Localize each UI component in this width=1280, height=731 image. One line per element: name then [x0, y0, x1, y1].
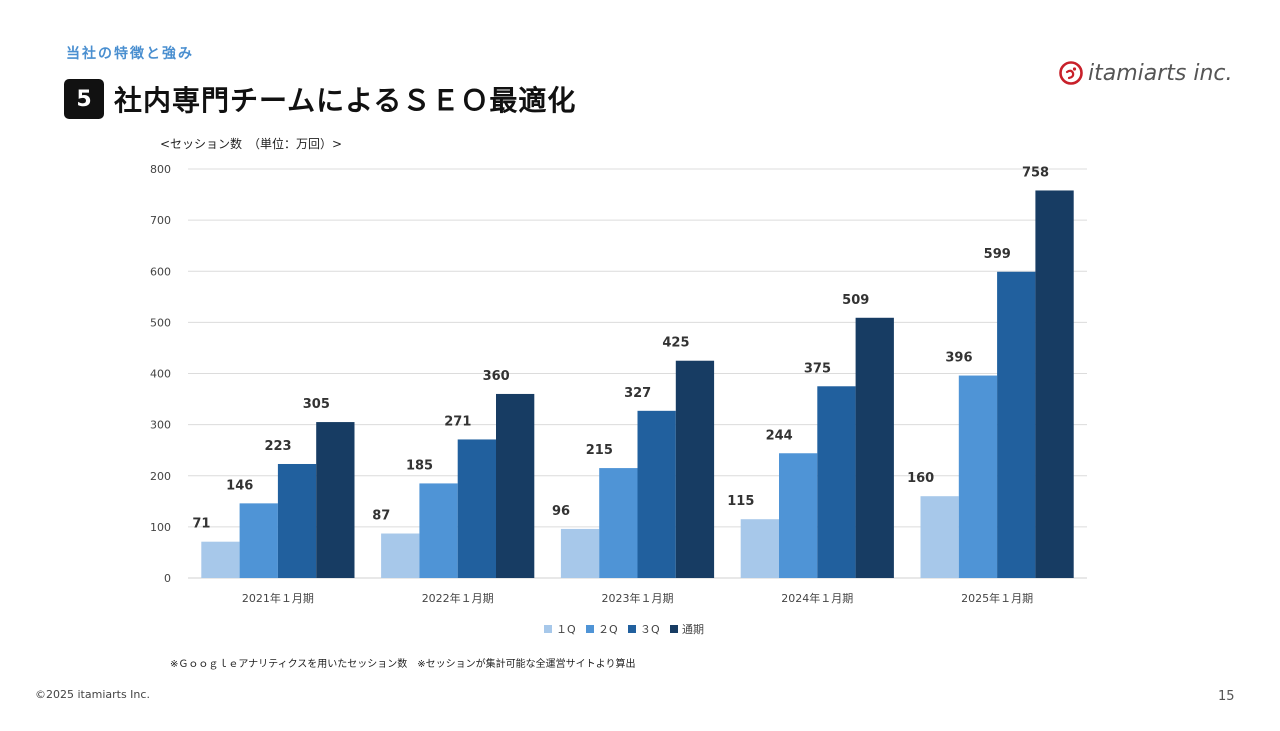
data-label: 271 [444, 414, 471, 429]
data-label: 160 [907, 471, 934, 486]
data-label: 360 [483, 369, 510, 384]
data-label: 599 [984, 247, 1011, 262]
bar [316, 422, 355, 578]
title-row: 5 社内専門チームによるＳＥＯ最適化 [64, 79, 576, 119]
data-label: 375 [804, 361, 831, 376]
bar [855, 317, 894, 578]
x-tick-label: 2021年１月期 [242, 591, 314, 605]
y-tick-label: 200 [150, 470, 171, 483]
legend-label: ２Q [598, 623, 618, 636]
bar [920, 496, 959, 578]
data-label: 185 [406, 458, 433, 473]
unit-label: <セッション数 （単位：万回）> [160, 137, 343, 151]
section-number-badge: 5 [64, 79, 104, 119]
data-label: 305 [303, 397, 330, 412]
logo-text: itamiarts inc. [1088, 60, 1233, 86]
y-tick-label: 800 [150, 163, 171, 176]
data-label: 96 [552, 504, 570, 519]
data-label: 115 [727, 494, 754, 509]
data-label: 758 [1022, 165, 1049, 180]
bar [496, 393, 535, 578]
y-tick-label: 400 [150, 368, 171, 381]
bar [958, 375, 998, 578]
y-tick-label: 0 [164, 572, 171, 585]
data-label: 223 [264, 439, 291, 454]
bar [675, 360, 715, 578]
legend-label: 通期 [682, 623, 704, 636]
section-label: 当社の特徴と強み [66, 46, 194, 62]
data-label: 509 [842, 293, 869, 308]
bar [239, 503, 278, 578]
legend-swatch [544, 625, 552, 633]
bar [740, 519, 779, 578]
bar [1035, 190, 1074, 578]
footnote: ※Ｇｏｏｇｌｅアナリティクスを用いたセッション数 ※セッションが集計可能な全運営… [170, 659, 636, 670]
bar [201, 541, 240, 578]
page-number: 15 [1218, 689, 1235, 704]
bar [419, 483, 458, 578]
data-label: 215 [586, 443, 613, 458]
legend-swatch [670, 625, 678, 633]
company-logo: itamiarts inc. [1058, 60, 1233, 86]
x-tick-label: 2023年１月期 [602, 591, 674, 605]
data-label: 327 [624, 386, 651, 401]
data-label: 87 [372, 509, 390, 524]
x-tick-label: 2025年１月期 [961, 591, 1033, 605]
copyright: ©2025 itamiarts Inc. [35, 688, 150, 701]
bar [277, 463, 317, 578]
data-label: 71 [192, 517, 210, 532]
bar [560, 528, 600, 578]
data-label: 425 [662, 336, 689, 351]
legend-label: １Q [556, 623, 576, 636]
x-tick-label: 2024年１月期 [781, 591, 853, 605]
bar [381, 533, 420, 578]
y-tick-label: 500 [150, 316, 171, 329]
y-tick-label: 600 [150, 265, 171, 278]
data-label: 244 [766, 428, 793, 443]
bar [599, 468, 638, 578]
itamiarts-logo-icon [1059, 61, 1083, 85]
legend-label: ３Q [640, 623, 660, 636]
legend-swatch [586, 625, 594, 633]
bar [779, 453, 818, 578]
data-label: 146 [226, 478, 253, 493]
data-label: 396 [945, 351, 972, 366]
y-tick-label: 300 [150, 419, 171, 432]
bar [457, 439, 496, 578]
y-tick-label: 700 [150, 214, 171, 227]
page-title: 社内専門チームによるＳＥＯ最適化 [114, 84, 577, 117]
bar [997, 271, 1036, 578]
bar [817, 386, 856, 578]
bar [637, 410, 676, 578]
x-tick-label: 2022年１月期 [422, 591, 494, 605]
legend-swatch [628, 625, 636, 633]
y-tick-label: 100 [150, 521, 171, 534]
